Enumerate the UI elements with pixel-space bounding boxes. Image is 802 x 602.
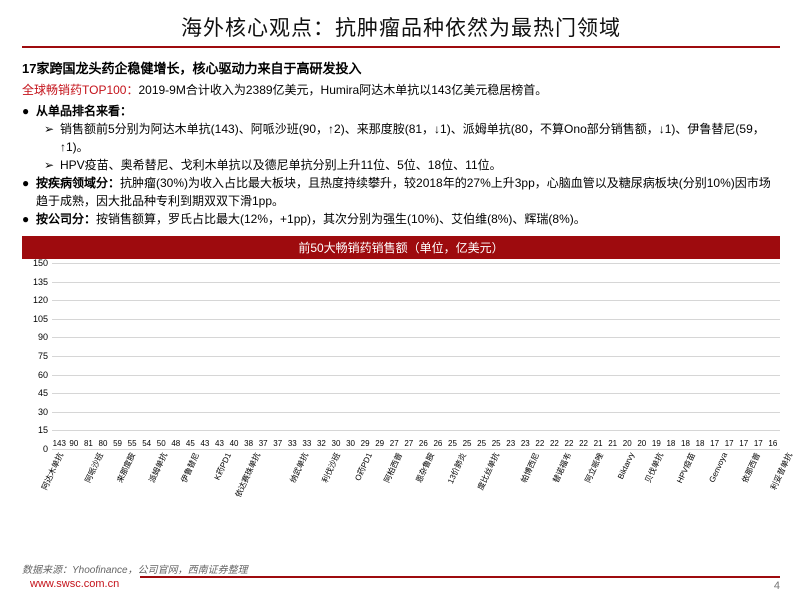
bar-value: 90 <box>69 439 78 448</box>
bar-value: 25 <box>463 439 472 448</box>
bar-value: 22 <box>550 439 559 448</box>
y-tick-label: 120 <box>22 295 48 305</box>
subtitle: 17家跨国龙头药企稳健增长，核心驱动力来自于高研发投入 <box>22 58 780 77</box>
bar-value: 37 <box>259 439 268 448</box>
x-tick-label: 阿立哌唑 <box>592 449 624 513</box>
bar-value: 43 <box>215 439 224 448</box>
chart-title: 前50大畅销药销售额（单位，亿美元） <box>22 236 780 259</box>
bullet-sub: ➢销售额前5分别为阿达木单抗(143)、阿哌沙班(90，↑2)、来那度胺(81，… <box>22 120 780 156</box>
bar-value: 25 <box>448 439 457 448</box>
bar-value: 19 <box>652 439 661 448</box>
bar-value: 23 <box>506 439 515 448</box>
slide-title: 海外核心观点：抗肿瘤品种依然为最热门领域 <box>22 12 780 42</box>
bar-value: 59 <box>113 439 122 448</box>
bar-value: 21 <box>594 439 603 448</box>
bar-value: 18 <box>666 439 675 448</box>
bar-value: 17 <box>739 439 748 448</box>
bar-value: 81 <box>84 439 93 448</box>
y-tick-label: 15 <box>22 425 48 435</box>
bar-value: 20 <box>623 439 632 448</box>
y-tick-label: 0 <box>22 444 48 454</box>
bullet-list: ●从单品排名来看：➢销售额前5分别为阿达木单抗(143)、阿哌沙班(90，↑2)… <box>22 102 780 228</box>
bar-value: 80 <box>99 439 108 448</box>
bar-value: 30 <box>332 439 341 448</box>
bar-value: 32 <box>317 439 326 448</box>
footer-url: www.swsc.com.cn <box>30 578 119 590</box>
bar-value: 23 <box>521 439 530 448</box>
intro-red: 全球畅销药TOP100： <box>22 83 138 97</box>
bar-value: 17 <box>710 439 719 448</box>
bar-value: 17 <box>725 439 734 448</box>
bar-value: 25 <box>477 439 486 448</box>
title-rule <box>22 46 780 48</box>
x-tick-label: 伊鲁替尼 <box>188 449 220 513</box>
bullet-item: ●从单品排名来看： <box>22 102 780 120</box>
y-tick-label: 90 <box>22 332 48 342</box>
bar-value: 18 <box>696 439 705 448</box>
y-tick-label: 75 <box>22 351 48 361</box>
bar-value: 33 <box>302 439 311 448</box>
y-tick-label: 105 <box>22 314 48 324</box>
bar-value: 27 <box>390 439 399 448</box>
data-source: 数据来源：Yhoofinance，公司官网，西南证券整理 <box>22 561 248 576</box>
bar-value: 33 <box>288 439 297 448</box>
bar-value: 48 <box>171 439 180 448</box>
bar-value: 54 <box>142 439 151 448</box>
bar-value: 29 <box>375 439 384 448</box>
bar-value: 26 <box>419 439 428 448</box>
bar-value: 29 <box>361 439 370 448</box>
bar-value: 25 <box>492 439 501 448</box>
bullet-sub: ➢HPV疫苗、奥希替尼、戈利木单抗以及德尼单抗分别上升11位、5位、18位、11… <box>22 156 780 174</box>
bar-value: 22 <box>579 439 588 448</box>
bar-value: 20 <box>637 439 646 448</box>
bar-chart: 0153045607590105120135150 14390818059555… <box>22 263 780 513</box>
bar-value: 22 <box>535 439 544 448</box>
y-tick-label: 135 <box>22 277 48 287</box>
bar-value: 40 <box>230 439 239 448</box>
bar-value: 17 <box>754 439 763 448</box>
bar-value: 55 <box>128 439 137 448</box>
bar-value: 18 <box>681 439 690 448</box>
bar-value: 37 <box>273 439 282 448</box>
bar-value: 50 <box>157 439 166 448</box>
bar-value: 30 <box>346 439 355 448</box>
bar-value: 21 <box>608 439 617 448</box>
y-tick-label: 150 <box>22 258 48 268</box>
intro-rest: 2019-9M合计收入为2389亿美元，Humira阿达木单抗以143亿美元稳居… <box>138 83 547 97</box>
bar-value: 26 <box>433 439 442 448</box>
y-tick-label: 45 <box>22 388 48 398</box>
intro-line: 全球畅销药TOP100：2019-9M合计收入为2389亿美元，Humira阿达… <box>22 81 780 98</box>
bar-value: 38 <box>244 439 253 448</box>
y-tick-label: 60 <box>22 370 48 380</box>
footer-rule <box>140 576 780 578</box>
bar-value: 143 <box>53 439 66 448</box>
bar-value: 45 <box>186 439 195 448</box>
x-tick-label: 利伐沙班 <box>329 449 361 513</box>
bar-value: 22 <box>565 439 574 448</box>
bar-value: 43 <box>200 439 209 448</box>
bar-value: 27 <box>404 439 413 448</box>
y-tick-label: 30 <box>22 407 48 417</box>
x-tick-label: 利妥昔单抗 <box>781 449 802 513</box>
bar-value: 16 <box>768 439 777 448</box>
bullet-item: ●按疾病领域分：抗肿瘤(30%)为收入占比最大板块，且热度持续攀升，较2018年… <box>22 174 780 210</box>
page-number: 4 <box>774 580 780 592</box>
bullet-item: ●按公司分：按销售额算，罗氏占比最大(12%，+1pp)，其次分别为强生(10%… <box>22 210 780 228</box>
